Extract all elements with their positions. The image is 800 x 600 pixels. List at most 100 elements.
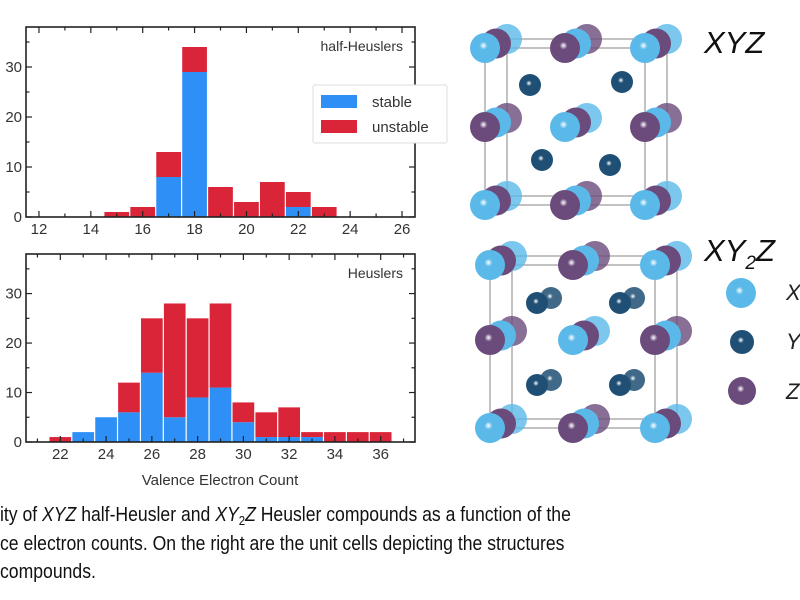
x-tick-label: 24 (342, 221, 359, 238)
x-tick-label: 22 (290, 221, 307, 238)
atom-x (630, 190, 660, 220)
atom-y (526, 292, 548, 314)
bar-stable-28 (186, 397, 209, 442)
y-tick-label: 20 (5, 335, 22, 352)
caption-subscript: 2 (238, 513, 246, 527)
bar-unstable-35 (346, 432, 369, 442)
caption-text: half-Heusler and (76, 504, 216, 526)
atom-z (728, 377, 756, 405)
bar-unstable-31 (255, 412, 278, 438)
bar-stable-24 (95, 417, 117, 442)
bar-unstable-22 (285, 192, 311, 207)
legend-label-stable: stable (372, 94, 412, 111)
atom-legend-label-z: Z (785, 379, 800, 404)
heusler-unit-cell (475, 241, 692, 443)
atom-x (726, 278, 756, 308)
atom-x (630, 33, 660, 63)
x-tick-label: 20 (238, 221, 255, 238)
atom-y (519, 74, 541, 96)
panel-label-heuslers: Heuslers (348, 265, 403, 281)
atom-y (609, 292, 631, 314)
bar-unstable-25 (118, 382, 140, 413)
x-tick-label: 14 (82, 221, 99, 238)
bar-stable-26 (141, 372, 163, 442)
x-tick-label: 28 (189, 446, 206, 463)
caption-text: ity of (0, 504, 43, 526)
atom-x (475, 413, 505, 443)
bar-stable-25 (118, 412, 140, 442)
y-tick-label: 0 (14, 434, 22, 451)
atom-x (550, 112, 580, 142)
caption-line-2: ce electron counts. On the right are the… (0, 533, 565, 555)
atom-y (526, 374, 548, 396)
atom-y (609, 374, 631, 396)
legend-swatch-unstable (321, 120, 357, 133)
atom-x (558, 325, 588, 355)
bar-unstable-33 (301, 432, 323, 438)
x-tick-label: 32 (281, 446, 298, 463)
legend-swatch-stable (321, 95, 357, 108)
bar-stable-23 (72, 432, 95, 442)
title-subscript: 2 (744, 253, 756, 274)
bar-unstable-30 (232, 402, 255, 423)
y-tick-label: 30 (5, 286, 22, 303)
chart-legend: stable unstable (312, 84, 448, 144)
atom-y (611, 71, 633, 93)
bar-unstable-28 (186, 318, 209, 398)
bar-stable-17 (156, 177, 181, 217)
caption-line-3: compounds. (0, 561, 96, 583)
atom-z (558, 413, 588, 443)
heusler-histogram: 22 24 26 28 30 32 34 36 0 10 20 30 (5, 253, 416, 463)
bar-unstable-32 (278, 407, 300, 438)
atom-y (531, 149, 553, 171)
half-heusler-histogram: 12 14 16 18 20 22 24 26 0 10 20 30 (5, 26, 416, 238)
y-tick-label: 20 (5, 109, 22, 126)
y-tick-label: 10 (5, 159, 22, 176)
x-tick-label: 24 (98, 446, 115, 463)
bar-stable-30 (232, 422, 255, 442)
half-heusler-unit-cell (470, 24, 682, 220)
caption-formula: XY (215, 504, 239, 526)
bar-unstable-17 (156, 152, 181, 177)
atom-z (550, 190, 580, 220)
x-tick-label: 22 (52, 446, 69, 463)
atom-x (470, 190, 500, 220)
atom-z (550, 33, 580, 63)
atom-z (630, 112, 660, 142)
atom-y (599, 154, 621, 176)
bar-unstable-18 (182, 47, 207, 72)
x-tick-label: 26 (394, 221, 411, 238)
atom-x (475, 250, 505, 280)
legend-label-unstable: unstable (372, 119, 429, 136)
atom-y (730, 330, 754, 354)
x-tick-label: 12 (31, 221, 48, 238)
title-part: XY (703, 233, 748, 268)
atom-legend: X Y Z (726, 278, 800, 405)
bar-unstable-29 (209, 303, 232, 388)
y-tick-label: 10 (5, 385, 22, 402)
bar-stable-18 (182, 72, 207, 217)
heusler-structure-title: XY2Z (703, 233, 776, 274)
atom-x (640, 413, 670, 443)
atom-z (475, 325, 505, 355)
title-part: Z (755, 233, 776, 268)
bar-stable-29 (209, 387, 232, 442)
bar-stable-27 (163, 417, 186, 442)
bar-unstable-26 (141, 318, 163, 373)
y-tick-label: 30 (5, 59, 22, 76)
atom-z (558, 250, 588, 280)
bar-unstable-27 (163, 303, 186, 418)
caption-formula: Z (245, 504, 256, 526)
panel-label-half-heuslers: half-Heuslers (321, 38, 403, 54)
x-tick-label: 34 (327, 446, 344, 463)
caption-text: Heusler compounds as a function of the (255, 504, 571, 526)
x-tick-label: 18 (186, 221, 203, 238)
x-tick-label: 16 (134, 221, 151, 238)
atom-z (470, 112, 500, 142)
bar-unstable-20 (234, 202, 259, 217)
atom-x (470, 33, 500, 63)
atom-x (640, 250, 670, 280)
caption-line-1: ity of XYZ half-Heusler and XY2Z Heusler… (0, 504, 800, 527)
x-tick-label: 26 (144, 446, 161, 463)
